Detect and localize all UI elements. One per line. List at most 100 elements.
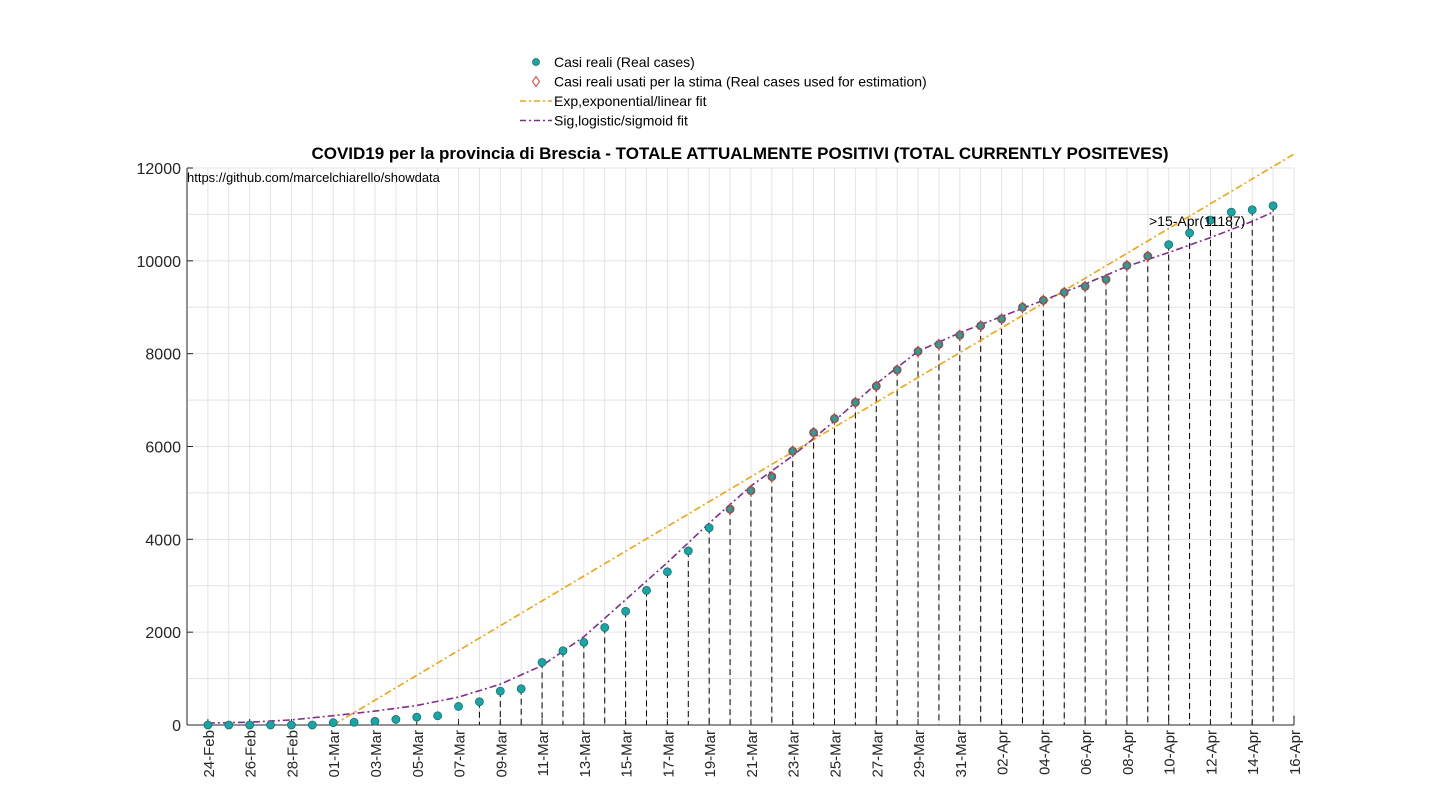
x-tick-label: 08-Apr — [1120, 730, 1137, 775]
x-tick-label: 29-Mar — [911, 730, 928, 778]
real-case-point — [287, 720, 296, 730]
real-case-point — [683, 546, 693, 556]
estimation-point — [851, 396, 860, 409]
estimation-point — [1122, 259, 1132, 272]
real-case-point — [600, 623, 610, 632]
real-case-point — [892, 365, 902, 375]
series-layer — [203, 153, 1295, 730]
real-case-point — [746, 486, 756, 495]
legend-label: Exp,exponential/linear fit — [554, 93, 707, 109]
real-case-point — [955, 330, 965, 340]
exp-fit-line — [332, 153, 1295, 726]
estimation-point — [1060, 286, 1069, 299]
x-tick-label: 05-Mar — [410, 730, 427, 778]
x-tick-label: 09-Mar — [493, 730, 510, 778]
legend-label: Casi reali (Real cases) — [554, 54, 695, 70]
real-case-point — [1101, 274, 1111, 284]
real-case-point — [809, 428, 819, 437]
estimation-point — [976, 319, 985, 332]
real-case-point — [1206, 215, 1215, 225]
estimation-point — [1143, 250, 1152, 263]
real-case-point — [725, 504, 735, 514]
x-tick-label: 27-Mar — [869, 730, 886, 778]
real-case-point — [871, 381, 881, 391]
estimation-point — [997, 312, 1006, 325]
x-tick-label: 25-Mar — [827, 730, 844, 778]
real-case-point — [328, 718, 338, 728]
estimation-point — [809, 426, 818, 439]
x-tick-label: 21-Mar — [744, 730, 761, 778]
real-case-point — [516, 684, 526, 694]
legend-label: Sig,logistic/sigmoid fit — [554, 113, 688, 129]
y-tick-label: 10000 — [137, 254, 182, 271]
x-tick-label: 31-Mar — [953, 730, 970, 778]
real-case-point — [579, 637, 589, 647]
estimation-point — [1101, 273, 1111, 286]
x-tick-label: 04-Apr — [1036, 730, 1053, 775]
real-case-point — [558, 646, 568, 656]
estimation-point — [1081, 280, 1090, 293]
legend-marker-diamond — [531, 75, 541, 88]
real-case-point — [412, 712, 422, 722]
real-case-point — [349, 717, 359, 727]
x-tick-label: 03-Mar — [368, 730, 385, 778]
real-case-point — [224, 720, 234, 730]
y-tick-label: 0 — [172, 718, 181, 735]
estimation-point — [1018, 301, 1027, 314]
real-case-point — [1122, 261, 1132, 270]
real-case-point — [767, 472, 777, 482]
real-case-point — [433, 711, 443, 721]
last-value-annotation: >15-Apr(11187) — [1149, 213, 1245, 229]
real-case-point — [391, 715, 401, 724]
x-tick-label: 10-Apr — [1162, 730, 1179, 775]
real-case-point — [830, 414, 839, 424]
real-case-point — [934, 339, 944, 349]
real-case-point — [203, 720, 213, 730]
real-case-point — [704, 523, 714, 533]
y-tick-label: 12000 — [137, 161, 182, 178]
real-case-point — [976, 321, 986, 331]
legend-label: Casi reali usati per la stima (Real case… — [554, 74, 927, 90]
x-tick-label: 28-Feb — [284, 730, 301, 778]
real-case-point — [1080, 281, 1090, 291]
estimation-point — [934, 338, 944, 351]
real-case-point — [1226, 207, 1236, 217]
real-case-point — [1038, 295, 1048, 305]
real-case-point — [662, 567, 672, 577]
estimation-point — [872, 380, 881, 393]
source-url-note: https://github.com/marcelchiarello/showd… — [187, 170, 441, 185]
real-case-point — [1018, 302, 1027, 312]
x-tick-label: 15-Mar — [619, 730, 636, 778]
drop-lines — [478, 205, 1295, 725]
estimation-point — [767, 470, 776, 483]
x-tick-label: 06-Apr — [1078, 730, 1095, 775]
chart-title: COVID19 per la provincia di Brescia - TO… — [311, 144, 1168, 163]
real-case-point — [1247, 205, 1257, 215]
estimation-point — [830, 412, 839, 425]
real-case-point — [370, 716, 380, 726]
real-case-point — [1143, 251, 1153, 261]
estimation-point — [725, 503, 735, 516]
real-case-point — [642, 585, 651, 595]
real-case-point — [621, 606, 631, 616]
estimation-point — [913, 345, 923, 358]
x-tick-label: 13-Mar — [577, 730, 594, 778]
real-case-point — [1185, 228, 1194, 238]
x-tick-label: 16-Apr — [1287, 730, 1304, 775]
legend-marker-circle — [532, 58, 540, 66]
estimation-point — [788, 445, 797, 458]
axes: 0 2000 4000 6000 8000 10000 12000 24-Feb 26-Feb 2… — [137, 161, 1305, 778]
x-tick-label: 26-Feb — [243, 730, 260, 778]
y-tick-label: 8000 — [145, 347, 181, 364]
y-tick-label: 6000 — [145, 440, 181, 457]
y-tick-label: 2000 — [145, 625, 181, 642]
real-case-point — [537, 657, 547, 667]
real-case-point — [495, 686, 505, 696]
x-tick-label: 12-Apr — [1203, 730, 1220, 775]
real-case-point — [266, 720, 275, 730]
real-case-point — [1059, 287, 1069, 297]
estimation-point — [893, 364, 902, 376]
x-tick-label: 24-Feb — [201, 730, 218, 778]
real-case-point — [1268, 201, 1278, 211]
